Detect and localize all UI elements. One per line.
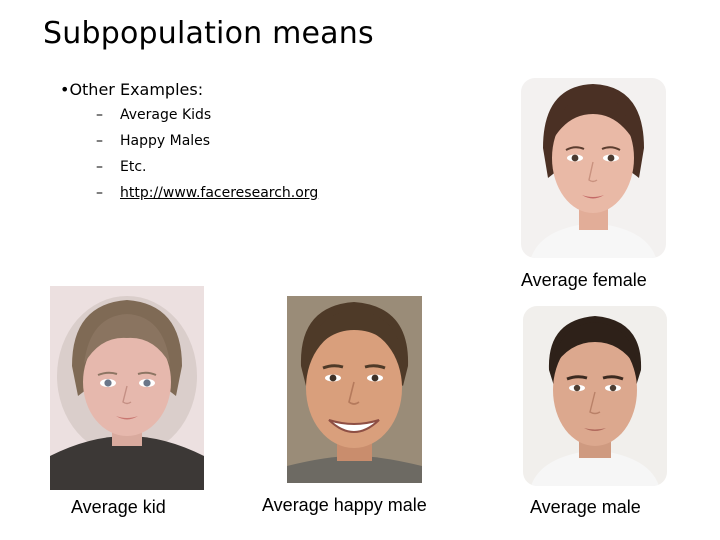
dash-marker: – [96,159,103,175]
average-kid-photo [50,286,204,490]
dash-marker: – [96,107,103,123]
list-item: – Etc. [96,158,318,184]
dash-marker: – [96,133,103,149]
list-item: – http://www.faceresearch.org [96,184,318,210]
slide-title: Subpopulation means [43,16,374,51]
caption-average-happy-male: Average happy male [262,495,427,515]
bullet-other-examples: •Other Examples: [60,80,204,99]
dash-marker: – [96,185,103,201]
item-etc: Etc. [120,159,147,175]
examples-list: – Average Kids – Happy Males – Etc. – http:/… [96,106,318,210]
caption-average-female: Average female [521,270,647,290]
average-happy-male-photo [287,296,422,483]
average-male-photo [523,306,667,486]
item-happy-males: Happy Males [120,133,211,149]
faceresearch-link[interactable]: http://www.faceresearch.org [120,185,319,201]
item-average-kids: Average Kids [120,107,212,123]
average-female-photo [521,78,666,258]
list-item: – Average Kids [96,106,318,132]
caption-average-male: Average male [530,497,641,517]
list-item: – Happy Males [96,132,318,158]
caption-average-kid: Average kid [71,497,166,517]
